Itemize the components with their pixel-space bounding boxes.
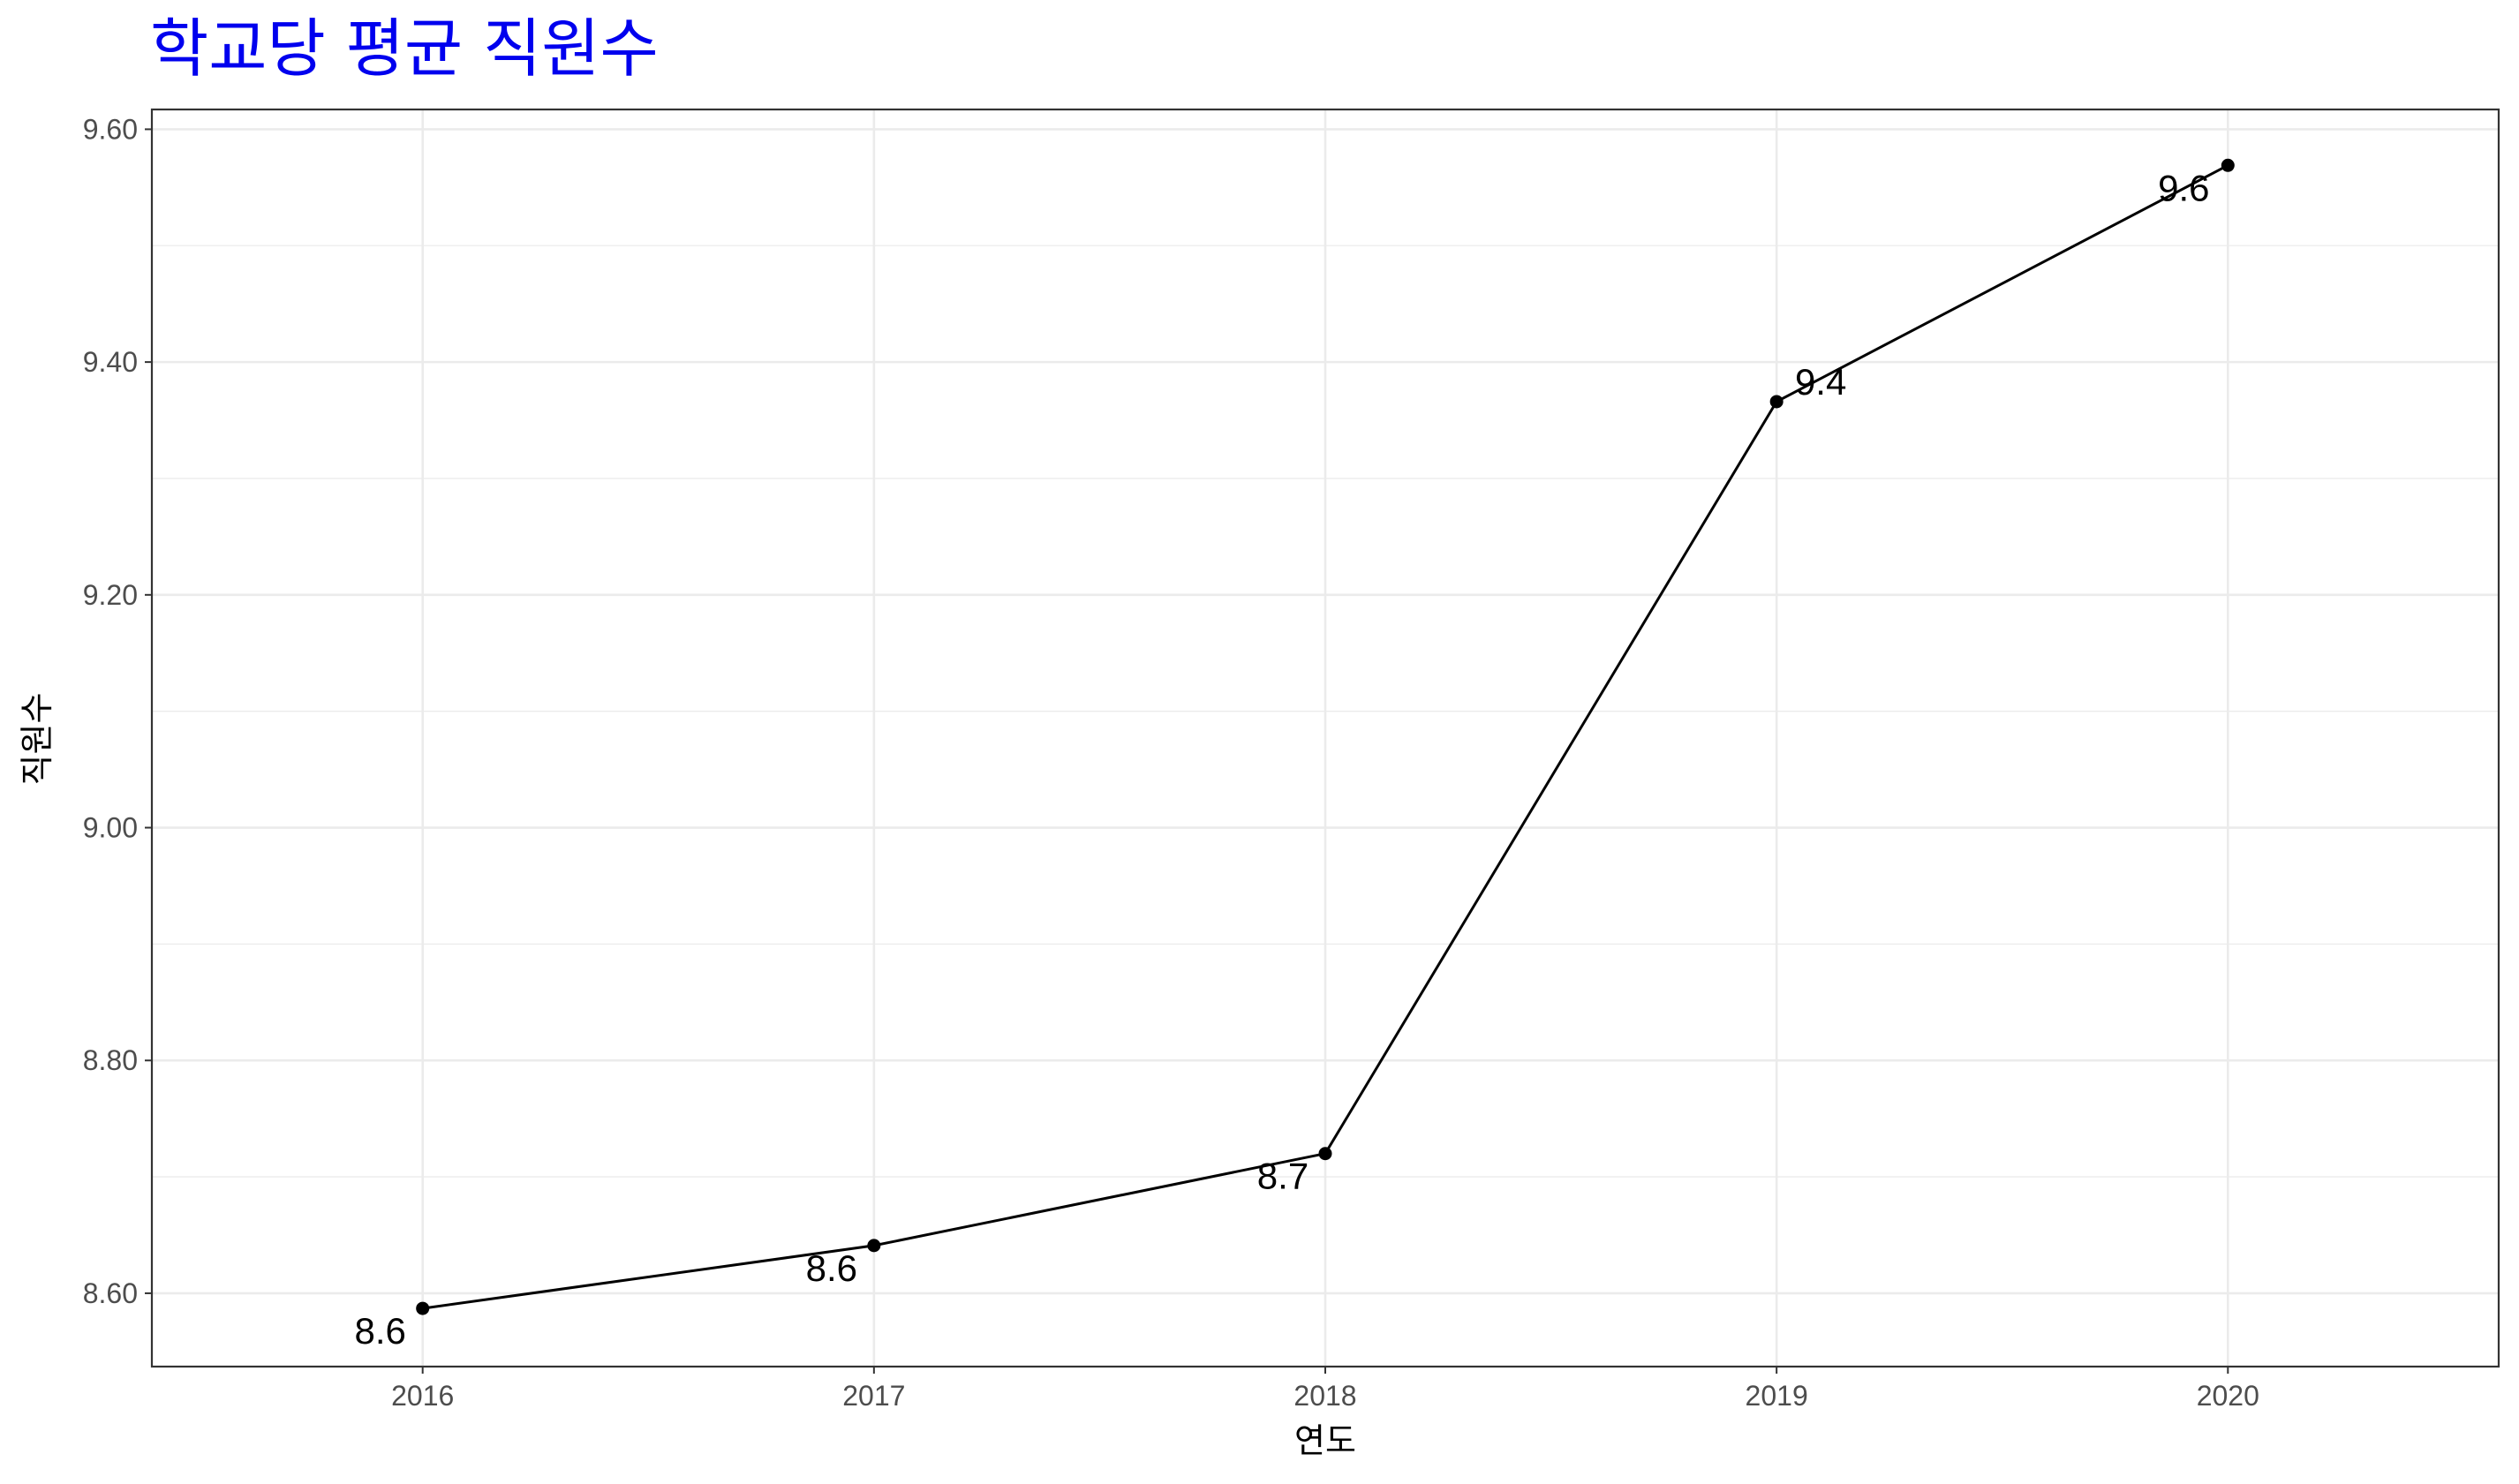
y-tick-label: 9.00: [83, 812, 138, 844]
y-tick-label: 9.60: [83, 113, 138, 145]
data-label: 9.4: [1795, 361, 1846, 403]
x-axis-title: 연도: [1294, 1421, 1356, 1460]
x-tick-label: 2018: [1293, 1380, 1356, 1412]
x-tick-label: 2016: [391, 1380, 454, 1412]
data-label: 8.6: [806, 1247, 857, 1289]
y-tick-label: 9.20: [83, 579, 138, 611]
chart-title: 학교당 평균 직원수: [150, 11, 659, 86]
y-tick-label: 9.40: [83, 346, 138, 378]
data-label: 8.7: [1257, 1156, 1309, 1197]
y-tick-label: 8.80: [83, 1044, 138, 1076]
data-labels: 8.6 8.6 8.7 9.4 9.6: [354, 167, 2209, 1352]
data-point: [1318, 1147, 1332, 1161]
y-axis-title: 직원수: [18, 693, 57, 786]
data-label: 8.6: [354, 1310, 405, 1352]
data-label: 9.6: [2158, 167, 2209, 208]
x-axis: 2016 2017 2018 2019 2020: [391, 1367, 2259, 1412]
x-tick-label: 2020: [2197, 1380, 2259, 1412]
y-axis: 8.60 8.80 9.00 9.20 9.40 9.60: [83, 113, 152, 1309]
data-point: [1769, 395, 1784, 409]
y-tick-label: 8.60: [83, 1277, 138, 1309]
data-point: [416, 1301, 430, 1315]
data-point: [867, 1239, 881, 1253]
x-tick-label: 2019: [1746, 1380, 1808, 1412]
data-points: [416, 158, 2235, 1315]
data-point: [2221, 158, 2235, 172]
x-tick-label: 2017: [842, 1380, 905, 1412]
